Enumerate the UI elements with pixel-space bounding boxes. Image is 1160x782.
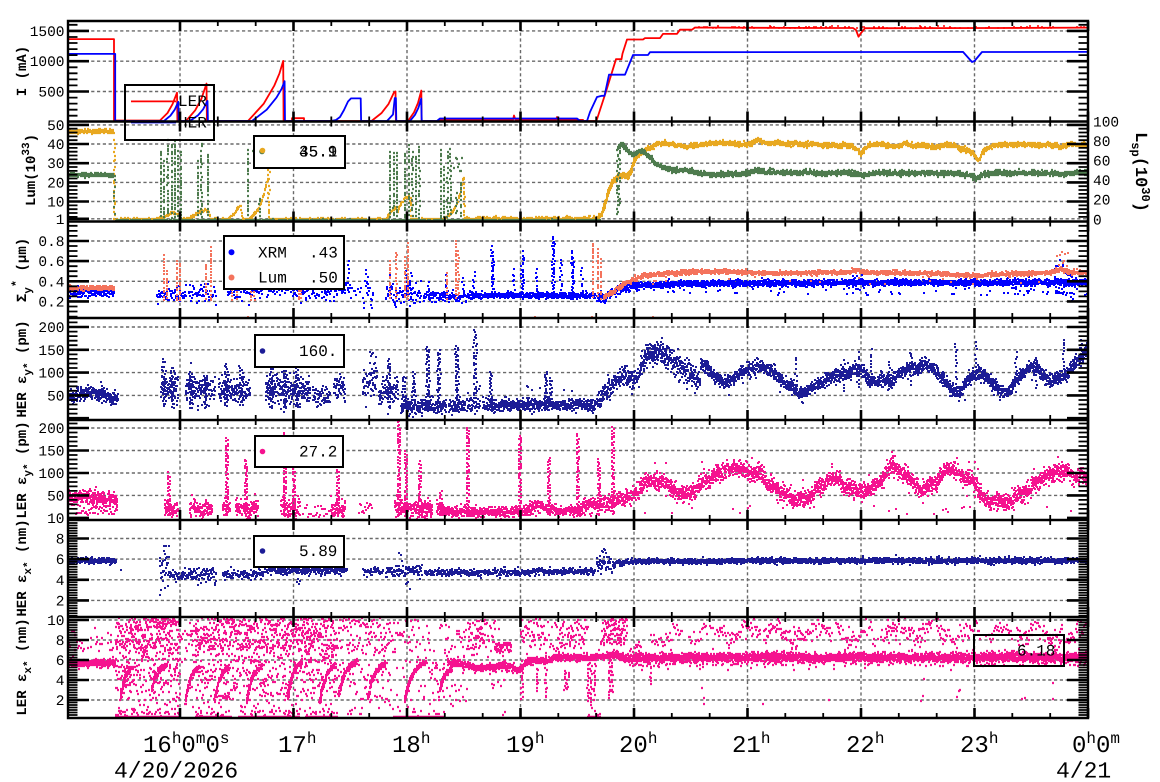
svg-text:80: 80 [1093,135,1110,151]
svg-text:40: 40 [47,138,64,154]
svg-text:160.: 160. [299,343,337,361]
svg-text:100: 100 [1093,116,1119,132]
svg-text:4/20/2026: 4/20/2026 [114,759,238,782]
svg-text:4: 4 [56,574,65,590]
svg-text:35.9: 35.9 [299,144,337,162]
svg-text:0.4: 0.4 [38,275,64,291]
svg-text:0: 0 [1093,213,1102,229]
svg-text:LER: LER [178,93,207,111]
svg-text:10: 10 [47,614,64,630]
svg-text:5.89: 5.89 [299,543,337,561]
svg-text:20: 20 [47,176,64,192]
svg-text:0.2: 0.2 [38,295,64,311]
svg-text:200: 200 [38,422,64,438]
svg-text:45.1: 45.1 [299,144,337,162]
svg-text:HER εx* (nm): HER εx* (nm) [15,519,35,616]
svg-text:0.8: 0.8 [38,235,64,251]
svg-text:10: 10 [47,512,64,528]
svg-text:6: 6 [56,654,65,670]
svg-text:150: 150 [38,344,64,360]
svg-text:Lum: Lum [258,270,287,288]
svg-text:27.2: 27.2 [299,444,337,462]
svg-text:1500: 1500 [30,25,65,41]
svg-text:4: 4 [56,674,65,690]
svg-text:60: 60 [1093,155,1110,171]
svg-text:6: 6 [56,553,65,569]
svg-text:50: 50 [47,119,64,135]
svg-text:1: 1 [56,213,65,229]
svg-text:40: 40 [1093,174,1110,190]
svg-text:200: 200 [38,321,64,337]
svg-text:2: 2 [56,594,65,610]
svg-text:20: 20 [1093,194,1110,210]
svg-text:LER εy* (pm): LER εy* (pm) [15,421,35,518]
svg-text:6.18: 6.18 [1017,643,1055,661]
svg-text:1000: 1000 [30,55,65,71]
svg-text:.43: .43 [309,244,338,262]
svg-text:8: 8 [56,533,65,549]
svg-text:16h0m0s: 16h0m0s [143,730,229,760]
svg-text:LER εx* (nm): LER εx* (nm) [15,618,35,715]
svg-text:XRM: XRM [258,244,287,262]
svg-text:10: 10 [47,196,64,212]
svg-text:HER: HER [178,115,207,133]
svg-text:4/21: 4/21 [1056,759,1111,782]
svg-text:8: 8 [56,634,65,650]
svg-text:.50: .50 [309,270,338,288]
svg-text:30: 30 [47,157,64,173]
svg-text:100: 100 [38,367,64,383]
svg-text:50: 50 [47,489,64,505]
svg-text:150: 150 [38,445,64,461]
svg-text:HER εy* (pm): HER εy* (pm) [15,320,35,417]
svg-text:0.6: 0.6 [38,255,64,271]
svg-text:100: 100 [38,467,64,483]
svg-text:50: 50 [47,389,64,405]
svg-text:I (mA): I (mA) [15,46,31,96]
svg-text:500: 500 [38,86,64,102]
svg-text:2: 2 [56,694,65,710]
